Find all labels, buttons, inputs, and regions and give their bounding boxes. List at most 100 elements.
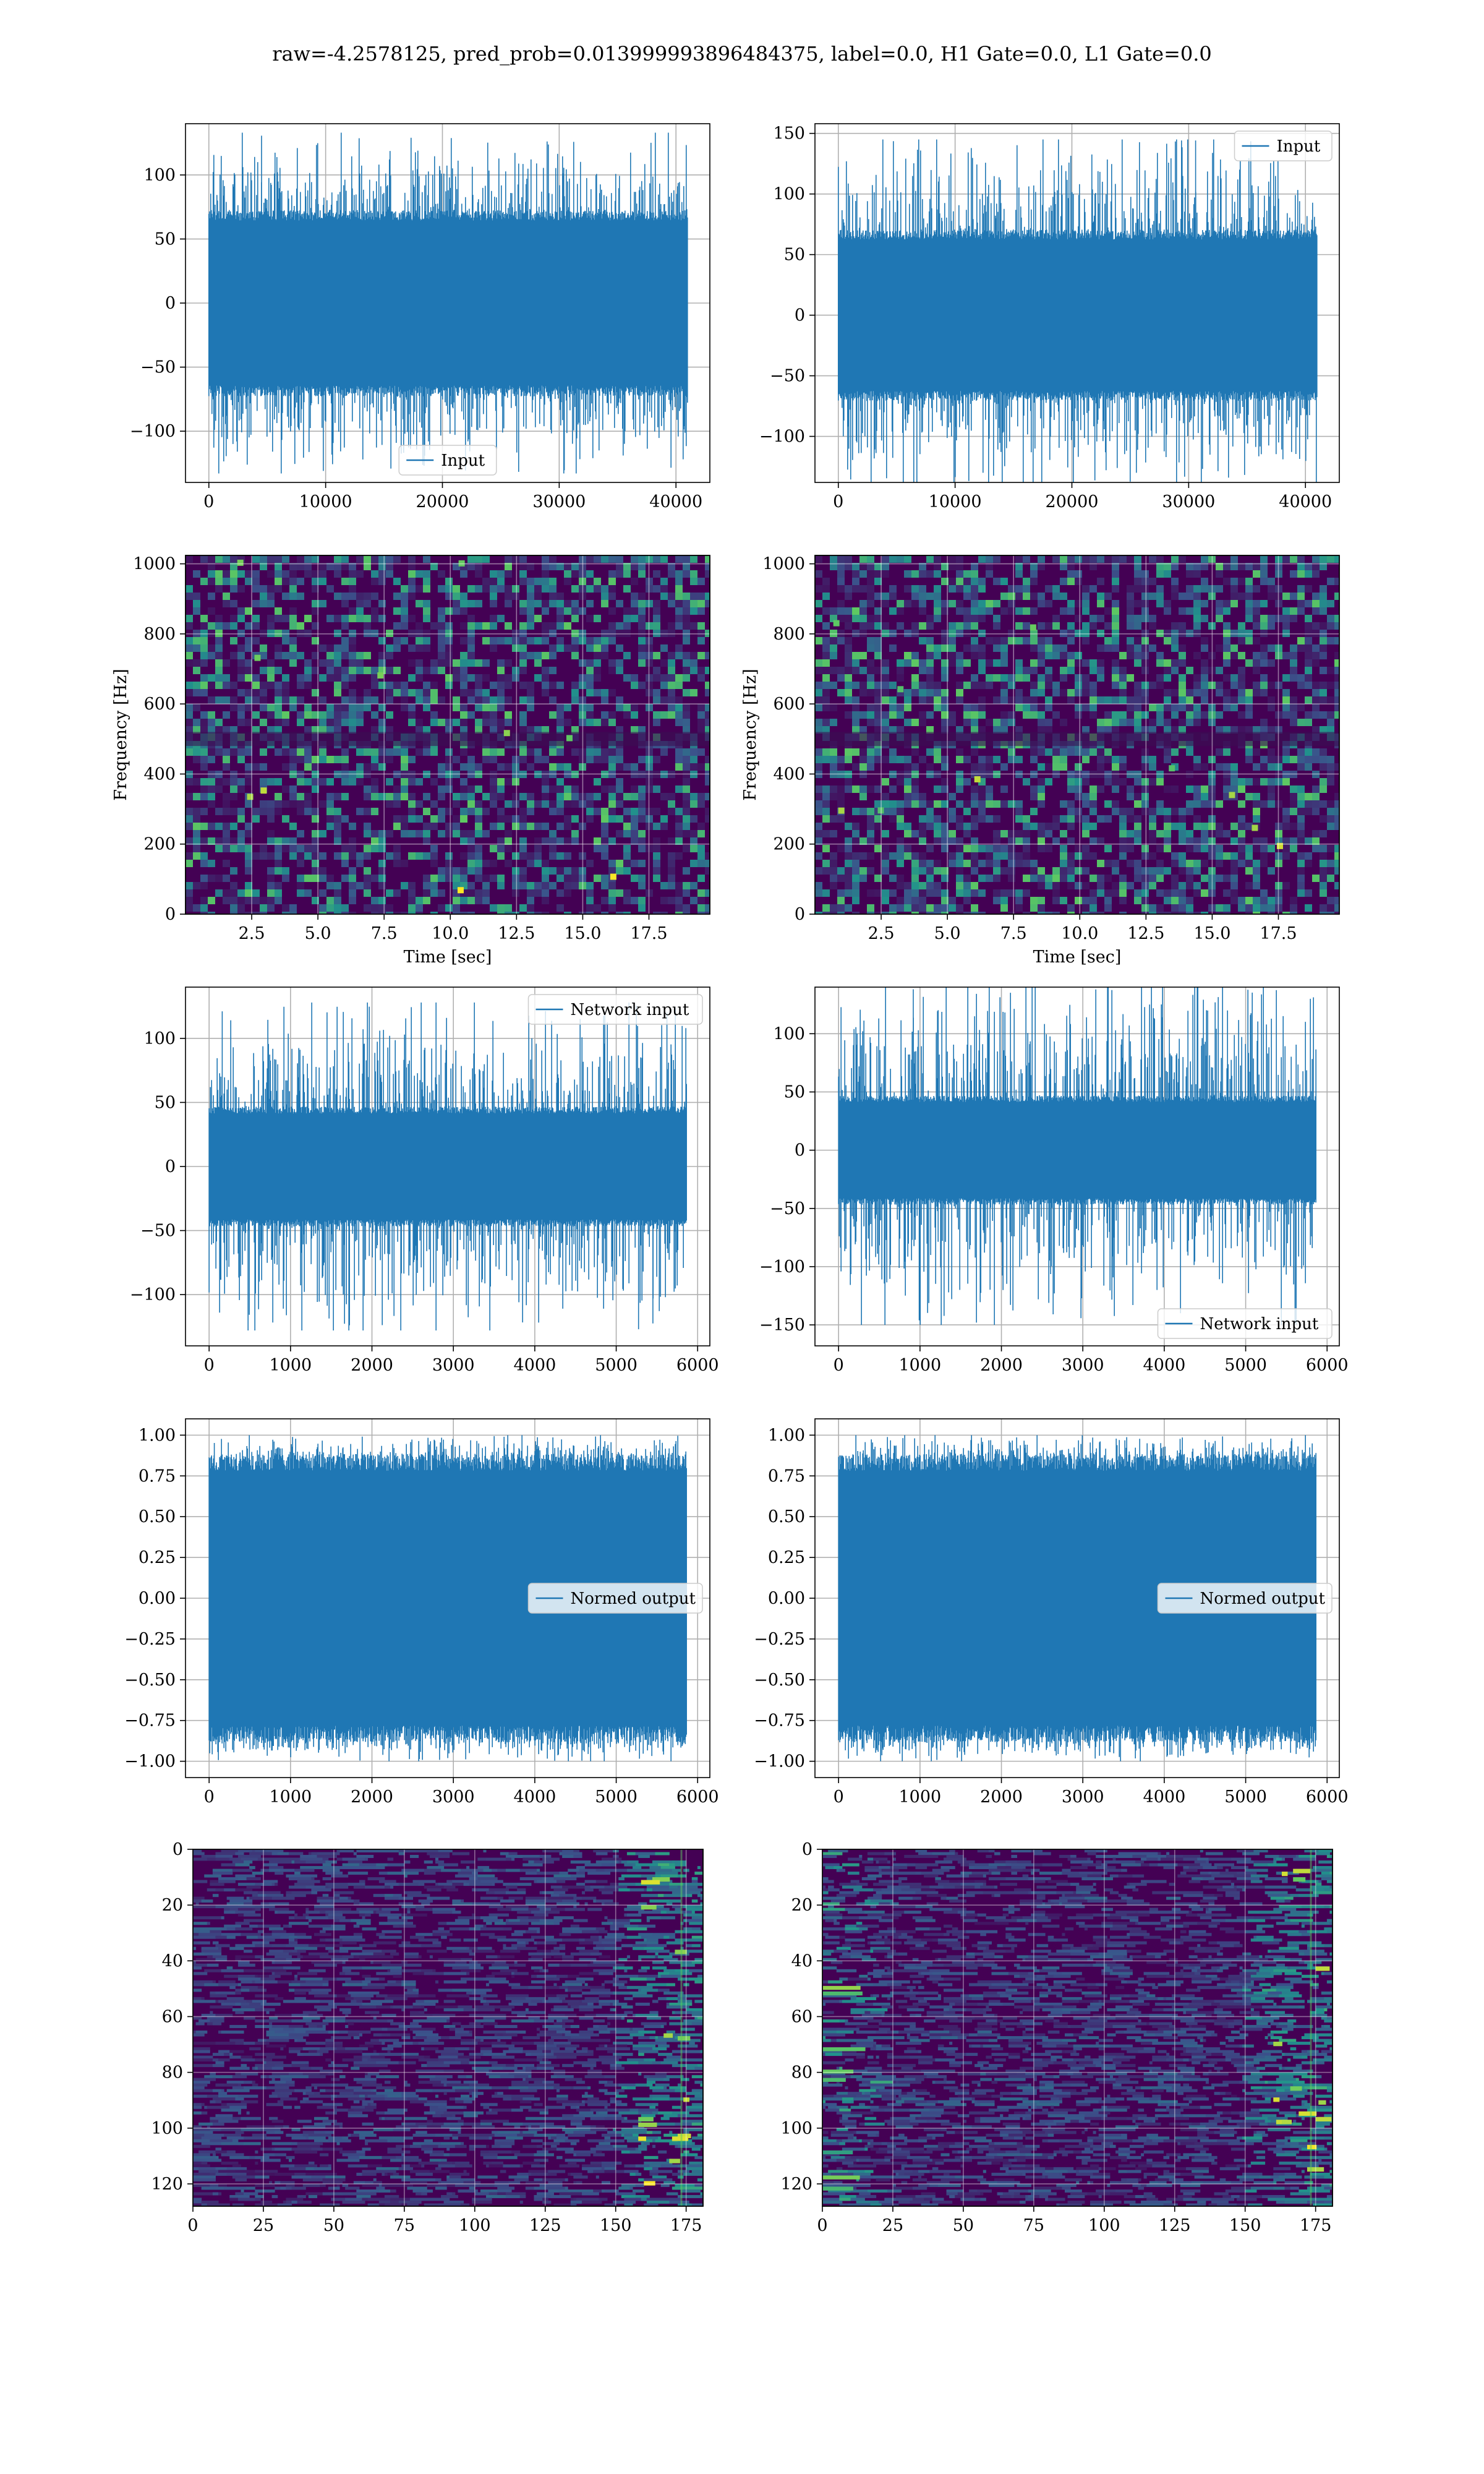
featuremap-cell [193, 1857, 208, 1861]
spectrogram-cell [623, 867, 631, 875]
spectrogram-cell [260, 682, 267, 689]
spectrogram-cell [1171, 622, 1179, 630]
spectrogram-cell [1000, 830, 1008, 837]
spectrogram-cell [519, 875, 527, 882]
spectrogram-cell [631, 823, 638, 830]
spectrogram-cell [911, 889, 919, 897]
spectrogram-cell [941, 600, 949, 607]
spectrogram-cell [304, 800, 312, 808]
featuremap-cell [404, 1860, 411, 1864]
spectrogram-cell [275, 852, 282, 860]
spectrogram-cell [631, 897, 638, 904]
spectrogram-cell [867, 644, 874, 652]
spectrogram-cell [445, 637, 453, 644]
spectrogram-cell [697, 800, 705, 808]
spectrogram-cell [608, 897, 616, 904]
spectrogram-cell [186, 823, 193, 830]
spectrogram-cell [904, 555, 911, 563]
featuremap-cell [556, 1902, 579, 1906]
spectrogram-cell [423, 555, 430, 563]
featuremap-cell [339, 1896, 349, 1900]
spectrogram-cell [697, 726, 705, 734]
spectrogram-cell [482, 830, 490, 837]
spectrogram-cell [1156, 830, 1164, 837]
spectrogram-cell [186, 585, 193, 593]
spectrogram-cell [683, 800, 690, 808]
spectrogram-cell [1245, 615, 1253, 622]
spectrogram-cell [897, 674, 904, 682]
featuremap-cell [212, 1894, 219, 1898]
spectrogram-cell [571, 570, 579, 578]
spectrogram-cell [1230, 763, 1238, 771]
spectrogram-hotspot [1252, 824, 1258, 831]
spectrogram-cell [608, 889, 616, 897]
featuremap-cell [669, 1883, 684, 1886]
spectrogram-cell [490, 578, 497, 585]
spectrogram-cell [978, 785, 986, 793]
spectrogram-cell [356, 704, 364, 711]
spectrogram-cell [956, 800, 963, 808]
spectrogram-cell [1253, 882, 1260, 889]
spectrogram-cell [1119, 815, 1127, 823]
spectrogram-cell [1156, 808, 1164, 815]
featuremap-cell [669, 1899, 681, 1903]
featuremap-cell [649, 1899, 670, 1903]
spectrogram-cell [683, 622, 690, 630]
spectrogram-cell [416, 726, 423, 734]
spectrogram-cell [1008, 756, 1015, 763]
featuremap-cell [390, 1885, 394, 1889]
spectrogram-cell [1171, 637, 1179, 644]
spectrogram-cell [326, 800, 334, 808]
spectrogram-cell [1104, 889, 1112, 897]
y-tick-label: 50 [155, 1093, 176, 1112]
x-tick-label: 30000 [1162, 492, 1215, 511]
spectrogram-cell [416, 585, 423, 593]
spectrogram-cell [845, 652, 852, 659]
spectrogram-cell [1186, 882, 1193, 889]
spectrogram-cell [223, 726, 230, 734]
spectrogram-cell [186, 837, 193, 845]
spectrogram-cell [683, 808, 690, 815]
spectrogram-cell [889, 800, 897, 808]
spectrogram-cell [252, 808, 260, 815]
featuremap-cell [365, 1913, 371, 1917]
spectrogram-cell [230, 704, 237, 711]
spectrogram-cell [971, 578, 978, 585]
spectrogram-cell [186, 808, 193, 815]
spectrogram-cell [1305, 696, 1312, 704]
spectrogram-cell [1060, 815, 1067, 823]
featuremap-cell [458, 1916, 481, 1920]
spectrogram-cell [1075, 867, 1082, 875]
spectrogram-cell [1179, 852, 1186, 860]
spectrogram-cell [1149, 719, 1156, 726]
spectrogram-hotspot [1169, 765, 1175, 772]
spectrogram-cell [423, 704, 430, 711]
spectrogram-cell [364, 771, 371, 778]
spectrogram-cell [423, 607, 430, 615]
spectrogram-cell [897, 823, 904, 830]
y-tick-label: 200 [143, 835, 176, 854]
spectrogram-cell [926, 570, 934, 578]
spectrogram-cell [1179, 882, 1186, 889]
featuremap-cell [237, 1913, 244, 1917]
spectrogram-cell [889, 815, 897, 823]
spectrogram-cell [1297, 793, 1305, 800]
spectrogram-cell [660, 912, 668, 914]
featuremap-cell [257, 1894, 267, 1898]
spectrogram-cell [1000, 607, 1008, 615]
spectrogram-cell [1052, 682, 1060, 689]
spectrogram-cell [586, 578, 594, 585]
spectrogram-cell [512, 852, 519, 860]
spectrogram-cell [378, 845, 386, 852]
spectrogram-cell [445, 860, 453, 867]
spectrogram-cell [1015, 704, 1023, 711]
featuremap-cell [201, 1899, 213, 1903]
spectrogram-cell [971, 852, 978, 860]
spectrogram-cell [978, 845, 986, 852]
featuremap-cell [317, 1899, 331, 1903]
spectrogram-cell [237, 845, 245, 852]
spectrogram-cell [616, 563, 623, 570]
spectrogram-cell [326, 904, 334, 912]
spectrogram-cell [460, 897, 467, 904]
featuremap-cell [556, 1880, 566, 1883]
